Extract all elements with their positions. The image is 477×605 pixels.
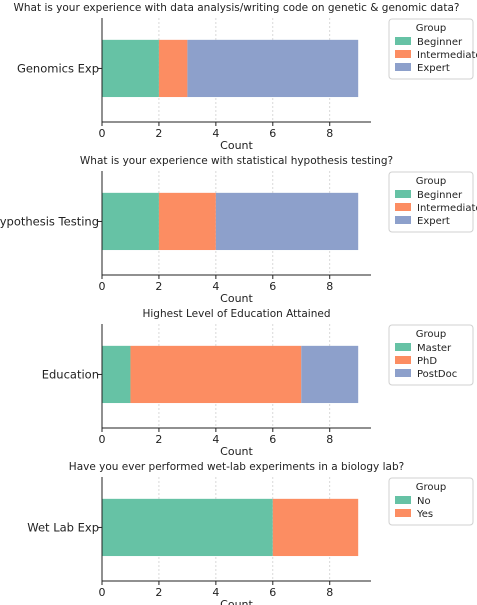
x-tick-label: 6 bbox=[269, 586, 276, 599]
legend-swatch bbox=[395, 343, 411, 351]
x-tick-label: 4 bbox=[212, 280, 219, 293]
legend-item-label: Expert bbox=[417, 63, 450, 74]
legend-swatch bbox=[395, 203, 411, 211]
x-tick-label: 6 bbox=[269, 433, 276, 446]
legend-swatch bbox=[395, 37, 411, 45]
legend-swatch bbox=[395, 369, 411, 377]
legend-item-label: Beginner bbox=[417, 37, 463, 48]
category-label: Education bbox=[42, 367, 99, 381]
bar-intermediate bbox=[158, 39, 188, 98]
legend-title: Group bbox=[416, 23, 446, 34]
bar-yes bbox=[272, 498, 359, 557]
category-label: Genomics Exp bbox=[17, 61, 99, 75]
chart-panel-4: Have you ever performed wet-lab experime… bbox=[27, 461, 474, 605]
x-axis-label: Count bbox=[220, 598, 253, 605]
legend-swatch bbox=[395, 50, 411, 58]
x-tick-label: 4 bbox=[212, 127, 219, 140]
x-axis-label: Count bbox=[220, 445, 253, 458]
legend-item-label: PostDoc bbox=[417, 369, 457, 380]
legend-swatch bbox=[395, 356, 411, 364]
legend-item-label: Intermediate bbox=[417, 203, 477, 214]
bar-intermediate bbox=[158, 192, 216, 251]
legend-title: Group bbox=[416, 482, 446, 493]
x-tick-label: 2 bbox=[155, 280, 162, 293]
x-tick-label: 2 bbox=[155, 433, 162, 446]
chart-title: Have you ever performed wet-lab experime… bbox=[69, 461, 404, 473]
x-tick-label: 0 bbox=[99, 433, 106, 446]
legend-swatch bbox=[395, 496, 411, 504]
bar-no bbox=[102, 498, 273, 557]
x-axis-label: Count bbox=[220, 139, 253, 152]
legend-item-label: Master bbox=[417, 343, 452, 354]
category-label: Wet Lab Exp bbox=[27, 520, 99, 534]
x-tick-label: 6 bbox=[269, 280, 276, 293]
chart-panel-2: What is your experience with statistical… bbox=[0, 155, 477, 305]
bar-phd bbox=[130, 345, 302, 404]
x-tick-label: 2 bbox=[155, 127, 162, 140]
x-tick-label: 0 bbox=[99, 127, 106, 140]
legend: Group Beginner Intermediate Expert bbox=[388, 18, 477, 80]
x-tick-label: 8 bbox=[326, 280, 333, 293]
x-tick-label: 2 bbox=[155, 586, 162, 599]
legend-item-label: Beginner bbox=[417, 190, 463, 201]
legend-item-label: Yes bbox=[416, 509, 433, 520]
x-tick-label: 6 bbox=[269, 127, 276, 140]
x-tick-label: 0 bbox=[99, 280, 106, 293]
bar-expert bbox=[215, 192, 359, 251]
legend-title: Group bbox=[416, 329, 446, 340]
x-axis-label: Count bbox=[220, 292, 253, 305]
legend-item-label: Expert bbox=[417, 216, 450, 227]
bar-postdoc bbox=[301, 345, 359, 404]
bar-beginner bbox=[102, 192, 159, 251]
x-tick-label: 0 bbox=[99, 586, 106, 599]
legend-swatch bbox=[395, 190, 411, 198]
legend-item-label: No bbox=[417, 496, 431, 507]
x-tick-label: 4 bbox=[212, 586, 219, 599]
legend: Group No Yes bbox=[388, 477, 474, 526]
x-tick-label: 8 bbox=[326, 127, 333, 140]
bar-expert bbox=[187, 39, 359, 98]
category-label: Hypothesis Testing bbox=[0, 214, 99, 228]
x-tick-label: 8 bbox=[326, 586, 333, 599]
bar-master bbox=[102, 345, 131, 404]
chart-title: What is your experience with data analys… bbox=[14, 2, 460, 14]
chart-title: What is your experience with statistical… bbox=[80, 155, 393, 167]
chart-panel-1: What is your experience with data analys… bbox=[14, 2, 477, 152]
legend-item-label: PhD bbox=[417, 356, 437, 367]
legend-title: Group bbox=[416, 176, 446, 187]
x-tick-label: 4 bbox=[212, 433, 219, 446]
bar-beginner bbox=[102, 39, 159, 98]
legend-swatch bbox=[395, 63, 411, 71]
chart-title: Highest Level of Education Attained bbox=[142, 308, 330, 320]
legend-swatch bbox=[395, 216, 411, 224]
chart-panel-3: Highest Level of Education Attained Educa… bbox=[42, 308, 474, 458]
x-tick-label: 8 bbox=[326, 433, 333, 446]
legend: Group Master PhD PostDoc bbox=[388, 324, 474, 386]
legend-swatch bbox=[395, 509, 411, 517]
legend: Group Beginner Intermediate Expert bbox=[388, 171, 477, 233]
legend-item-label: Intermediate bbox=[417, 50, 477, 61]
